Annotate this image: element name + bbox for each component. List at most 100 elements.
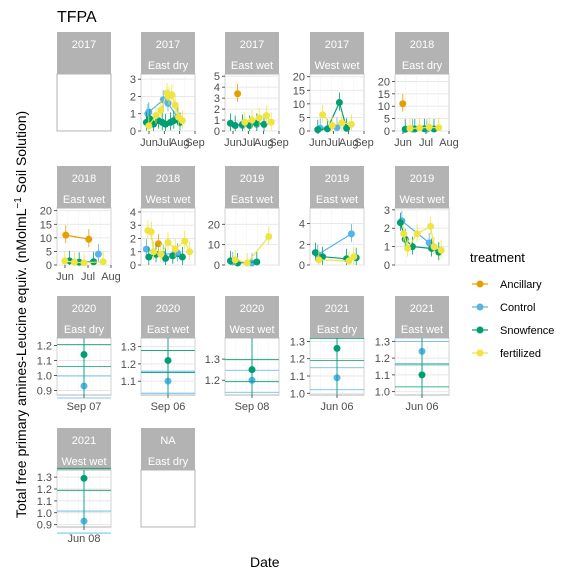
y-tick-label: 15 <box>293 85 305 97</box>
y-tick-label: 1.2 <box>290 354 305 366</box>
facet-strip <box>310 296 364 338</box>
x-tick-label: Jun <box>309 137 327 149</box>
facet-panel: 2019 West wet 0 1 2 3 <box>384 166 450 272</box>
facet-site-label: West wet <box>229 324 274 336</box>
data-point <box>347 120 355 128</box>
data-point <box>311 249 319 257</box>
y-tick-label: 5 <box>299 112 305 124</box>
data-point <box>80 259 88 267</box>
y-tick-label: 1.3 <box>205 354 220 366</box>
y-tick-label: 1.2 <box>205 375 220 387</box>
y-tick-label: 5 <box>384 114 390 126</box>
facet-site-label: East wet <box>63 194 105 206</box>
panel-background <box>56 73 112 132</box>
facet-strip <box>57 296 111 338</box>
x-tick-label: Jun 06 <box>405 401 438 413</box>
data-point <box>164 99 172 107</box>
y-axis-title-tail: Soil Solution) <box>13 111 29 197</box>
facet-strip <box>141 166 195 208</box>
y-tick-label: 1.1 <box>290 371 305 383</box>
data-point <box>265 233 273 240</box>
y-tick-label: 0.9 <box>37 386 52 398</box>
x-tick-label: Jul <box>157 137 171 149</box>
x-tick-label: Jun 08 <box>67 533 100 545</box>
facet-strip <box>57 166 111 208</box>
facet-site-label: East wet <box>231 194 273 206</box>
facet-panel: 2021 East wet 1.0 1.1 1.2 1.3 Jun 06 <box>375 296 450 413</box>
data-point <box>418 371 426 379</box>
x-tick-label: Aug <box>101 271 121 283</box>
data-point <box>171 101 179 109</box>
facet-site-label: East wet <box>316 194 358 206</box>
data-point <box>80 474 88 482</box>
x-tick-label: Aug <box>170 137 190 149</box>
y-tick-label: 10 <box>293 99 305 111</box>
facet-site-label: East dry <box>148 456 189 468</box>
data-point <box>62 231 70 239</box>
y-tick-label: 1.1 <box>37 496 52 508</box>
y-tick-label: 20 <box>293 72 305 84</box>
y-tick-label: 1 <box>130 247 136 259</box>
data-point <box>333 344 341 352</box>
y-tick-label: 2 <box>384 223 390 235</box>
data-point <box>315 256 323 264</box>
x-tick-label: Sep <box>269 137 289 149</box>
facet-year-label: 2021 <box>410 303 434 315</box>
y-tick-label: 5 <box>46 246 52 258</box>
data-point <box>314 126 322 134</box>
y-tick-label: 1.3 <box>290 336 305 348</box>
facet-strip <box>57 428 111 470</box>
data-point <box>399 100 407 108</box>
facet-year-label: 2017 <box>240 39 264 51</box>
data-point <box>80 351 88 358</box>
facet-year-label: 2018 <box>72 173 96 185</box>
data-point <box>413 230 421 238</box>
data-point <box>343 124 351 132</box>
y-tick-label: 1.3 <box>375 336 390 348</box>
data-point <box>243 259 251 267</box>
y-tick-label: 5 <box>214 71 220 83</box>
data-point <box>154 240 162 248</box>
facet-panel: 2018 West wet 01 234 <box>130 166 196 272</box>
y-tick-label: 1.2 <box>37 341 52 353</box>
data-point <box>437 246 445 254</box>
data-point <box>435 124 443 132</box>
facet-year-label: 2020 <box>240 303 264 315</box>
y-tick-label: 1.2 <box>37 484 52 496</box>
data-point <box>145 122 153 130</box>
facet-site-label: East dry <box>148 60 189 72</box>
facet-strip <box>141 428 195 470</box>
y-tick-label: 1.1 <box>37 356 52 368</box>
y-tick-label: 1.3 <box>121 342 136 354</box>
y-tick-label: 4 <box>214 82 220 94</box>
legend-key-point <box>476 326 484 334</box>
data-point <box>425 123 433 131</box>
y-tick-label: 1.2 <box>375 353 390 365</box>
y-tick-label: 10 <box>378 101 390 113</box>
data-point <box>171 245 179 253</box>
data-point <box>150 248 158 256</box>
data-point <box>99 258 107 266</box>
legend-label: fertilized <box>500 348 541 360</box>
y-tick-label: 0 <box>384 260 390 272</box>
data-point <box>168 91 176 99</box>
facet-site-label: West wet <box>61 456 106 468</box>
y-tick-label: 0 <box>299 126 305 138</box>
y-tick-label: 20 <box>208 219 220 231</box>
chart-title: TFPA <box>57 9 97 26</box>
facet-strip <box>310 166 364 208</box>
data-point <box>396 219 404 227</box>
facet-site-label: East dry <box>317 324 358 336</box>
x-tick-label: Aug <box>254 137 274 149</box>
data-point <box>400 230 408 238</box>
y-tick-label: 20 <box>378 76 390 88</box>
legend-label: Ancillary <box>500 279 542 291</box>
y-tick-label: 0 <box>214 260 220 272</box>
legend-key-point <box>476 280 484 288</box>
y-tick-label: 3 <box>214 93 220 105</box>
data-point <box>231 122 239 130</box>
y-tick-label: 1.1 <box>375 370 390 382</box>
